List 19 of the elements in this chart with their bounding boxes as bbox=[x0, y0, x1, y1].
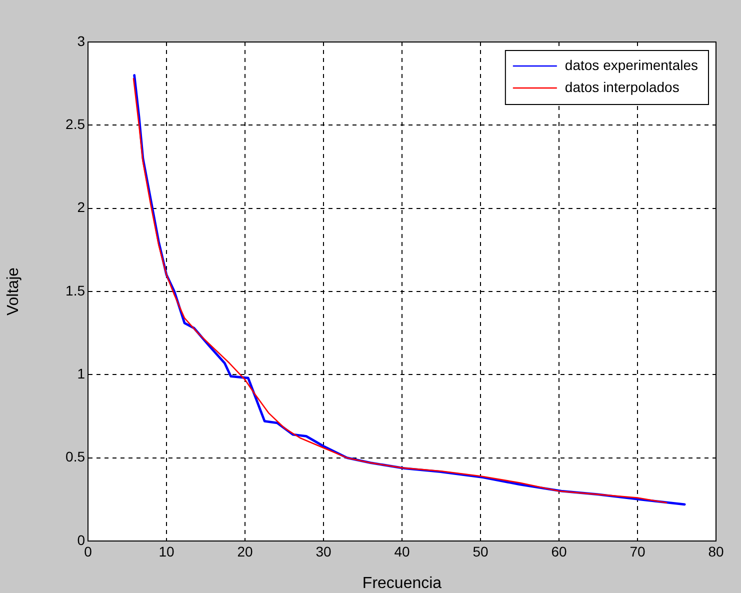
x-tick-label: 80 bbox=[708, 543, 724, 560]
x-tick-label: 70 bbox=[630, 543, 646, 560]
y-tick-label: 2.5 bbox=[66, 116, 86, 132]
y-tick-label: 3 bbox=[77, 32, 86, 49]
legend-label: datos experimentales bbox=[564, 56, 698, 73]
x-tick-label: 50 bbox=[472, 543, 488, 560]
x-tick-label: 30 bbox=[316, 543, 332, 560]
y-axis-title: Voltaje bbox=[5, 267, 22, 316]
x-tick-label: 10 bbox=[158, 543, 174, 560]
x-tick-label: 40 bbox=[394, 543, 410, 560]
y-tick-label: 1 bbox=[77, 366, 86, 382]
y-tick-label: 2 bbox=[77, 199, 86, 216]
y-tick-label: 0 bbox=[77, 532, 86, 548]
x-axis-title: Frecuencia bbox=[362, 574, 442, 592]
y-tick-label: 0.5 bbox=[66, 448, 86, 465]
y-tick-label: 1.5 bbox=[66, 282, 86, 298]
legend-label: datos interpolados bbox=[564, 78, 680, 95]
x-tick-label: 60 bbox=[551, 543, 567, 560]
x-tick-label: 20 bbox=[237, 543, 253, 560]
